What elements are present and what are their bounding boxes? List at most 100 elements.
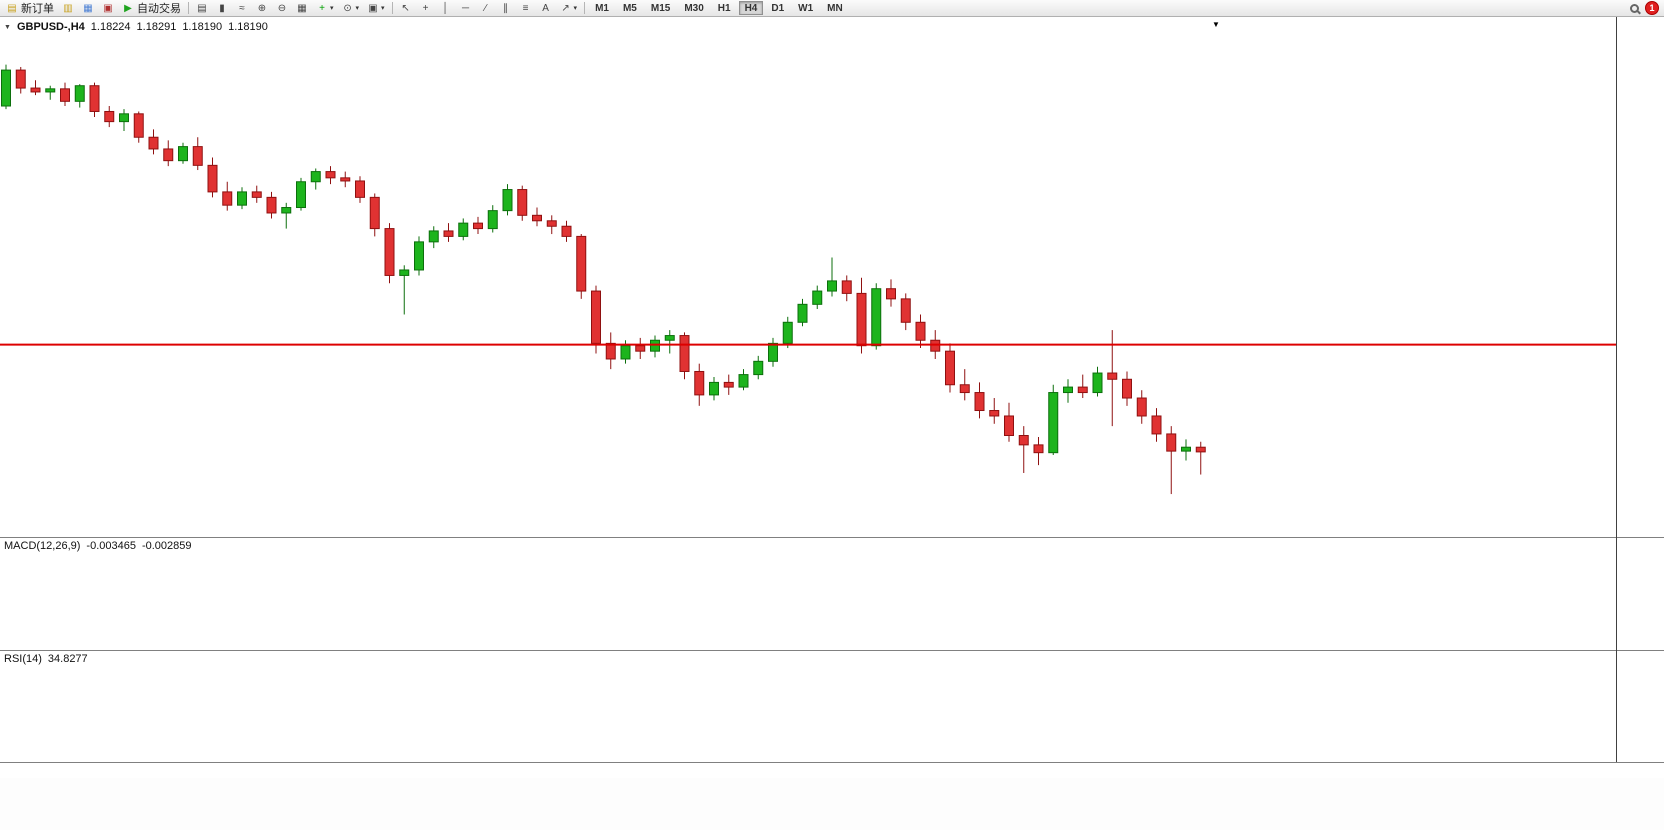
timeframe-w1-button[interactable]: W1 <box>798 3 814 14</box>
candle <box>782 321 793 344</box>
bar-chart-icon: ▤ <box>197 2 207 14</box>
market-watch-button[interactable]: ▥ <box>58 1 78 16</box>
pane-separator-macd[interactable] <box>0 537 1664 538</box>
candle <box>753 360 764 376</box>
arrows-button[interactable]: ↗ ▾ <box>556 1 582 16</box>
navigator-button[interactable]: ▣ <box>98 1 118 16</box>
candle <box>650 339 660 352</box>
rsi-indicator-canvas[interactable] <box>0 651 1616 762</box>
macd-indicator-canvas[interactable] <box>0 538 1616 650</box>
navigator-icon: ▣ <box>103 2 113 14</box>
price-chart-canvas[interactable] <box>0 17 1616 537</box>
price-axis-separator <box>1616 17 1617 762</box>
cursor-button[interactable]: ↖ <box>396 1 416 16</box>
zoom-out-button[interactable]: ⊖ <box>272 1 292 16</box>
chart-collapse-icon[interactable]: ▼ <box>4 23 11 31</box>
candle <box>281 207 292 214</box>
candle <box>959 384 970 394</box>
candle <box>635 345 646 352</box>
timeframe-m15-button[interactable]: M15 <box>650 3 671 14</box>
channel-button[interactable]: ∥ <box>496 1 516 16</box>
channel-icon: ∥ <box>503 2 509 14</box>
toolbar-right-group: 1 <box>1630 1 1662 15</box>
timeframe-h1-button[interactable]: H1 <box>717 3 731 14</box>
fibonacci-button[interactable]: ≡ <box>516 1 536 16</box>
candle <box>605 342 616 360</box>
crosshair-button[interactable]: + <box>416 1 436 16</box>
candlestick-icon: ▮ <box>219 2 225 14</box>
rsi-indicator-label: RSI(14) 34.8277 <box>4 653 88 665</box>
candle <box>738 374 749 388</box>
search-icon[interactable] <box>1630 3 1639 13</box>
candle <box>915 321 926 341</box>
candle <box>163 148 174 162</box>
candle <box>546 220 557 227</box>
chart-high-value: 1.18291 <box>136 21 177 33</box>
auto-trading-button-label: 自动交易 <box>137 3 181 15</box>
candle <box>1136 397 1147 417</box>
candle <box>871 288 882 347</box>
candle <box>945 350 955 386</box>
periods-button[interactable]: ⊙ ▾ <box>338 1 364 16</box>
candle <box>1195 446 1206 453</box>
candle <box>310 171 321 183</box>
candle <box>694 370 705 396</box>
notification-badge[interactable]: 1 <box>1645 1 1659 15</box>
timeframe-d1-button[interactable]: D1 <box>771 3 785 14</box>
candle <box>325 171 336 179</box>
horizontal-line-button[interactable]: ─ <box>456 1 476 16</box>
timeframe-h4-button[interactable]: H4 <box>738 1 764 15</box>
candle <box>74 85 85 102</box>
new-order-button[interactable]: ▤ 新订单 <box>2 1 58 16</box>
pane-separator-rsi[interactable] <box>0 650 1664 651</box>
chart-shift-marker[interactable]: ▼ <box>1212 20 1220 29</box>
bar-chart-button[interactable]: ▤ <box>192 1 212 16</box>
candle <box>886 288 896 300</box>
timeframe-mn-button[interactable]: MN <box>827 3 843 14</box>
candle <box>768 342 778 362</box>
line-chart-button[interactable]: ≈ <box>232 1 252 16</box>
candle <box>561 225 572 237</box>
zoom-in-icon: ⊕ <box>257 2 267 14</box>
candle <box>237 191 247 206</box>
candle <box>1181 446 1191 452</box>
candle <box>1107 372 1118 380</box>
indicators-button[interactable]: + ▾ <box>312 1 338 16</box>
candle <box>192 146 203 166</box>
candle <box>207 164 218 193</box>
trendline-button[interactable]: ∕ <box>476 1 496 16</box>
candle <box>1 69 11 107</box>
trendline-icon: ∕ <box>484 2 487 14</box>
horizontal-line-icon: ─ <box>462 2 470 14</box>
candle <box>384 228 395 276</box>
candle <box>679 335 690 372</box>
candlestick-button[interactable]: ▮ <box>212 1 232 16</box>
chart-low-value: 1.18190 <box>182 21 223 33</box>
candle <box>104 110 115 123</box>
indicators-plus-icon: + <box>319 2 325 14</box>
candle <box>458 222 469 237</box>
text-button[interactable]: A <box>536 1 556 16</box>
candles-layer <box>1 64 1206 495</box>
dropdown-arrow-icon: ▾ <box>381 5 385 12</box>
chart-title-bar: ▼ GBPUSD-,H4 1.18224 1.18291 1.18190 1.1… <box>4 21 268 33</box>
play-icon: ▶ <box>124 2 132 14</box>
candle <box>1092 372 1103 394</box>
timeframe-m30-button[interactable]: M30 <box>684 3 704 14</box>
timeframe-m5-button[interactable]: M5 <box>622 3 637 14</box>
candle <box>119 113 129 123</box>
candle <box>89 85 100 112</box>
auto-trading-button[interactable]: ▶ 自动交易 <box>118 1 185 16</box>
time-axis[interactable] <box>0 762 1664 778</box>
timeframe-m1-button[interactable]: M1 <box>595 3 609 14</box>
fibonacci-icon: ≡ <box>522 2 529 14</box>
candle <box>443 230 454 237</box>
data-window-button[interactable]: ▦ <box>78 1 98 16</box>
tile-windows-button[interactable]: ▦ <box>292 1 312 16</box>
zoom-in-button[interactable]: ⊕ <box>252 1 272 16</box>
candle <box>989 410 1000 417</box>
vertical-line-button[interactable]: │ <box>436 1 456 16</box>
arrow-icon: ↗ <box>561 2 570 14</box>
templates-button[interactable]: ▣ ▾ <box>363 1 389 16</box>
candle <box>355 180 365 198</box>
